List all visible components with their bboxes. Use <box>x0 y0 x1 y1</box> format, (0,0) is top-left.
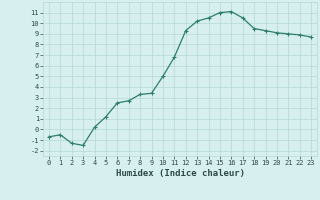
X-axis label: Humidex (Indice chaleur): Humidex (Indice chaleur) <box>116 169 244 178</box>
